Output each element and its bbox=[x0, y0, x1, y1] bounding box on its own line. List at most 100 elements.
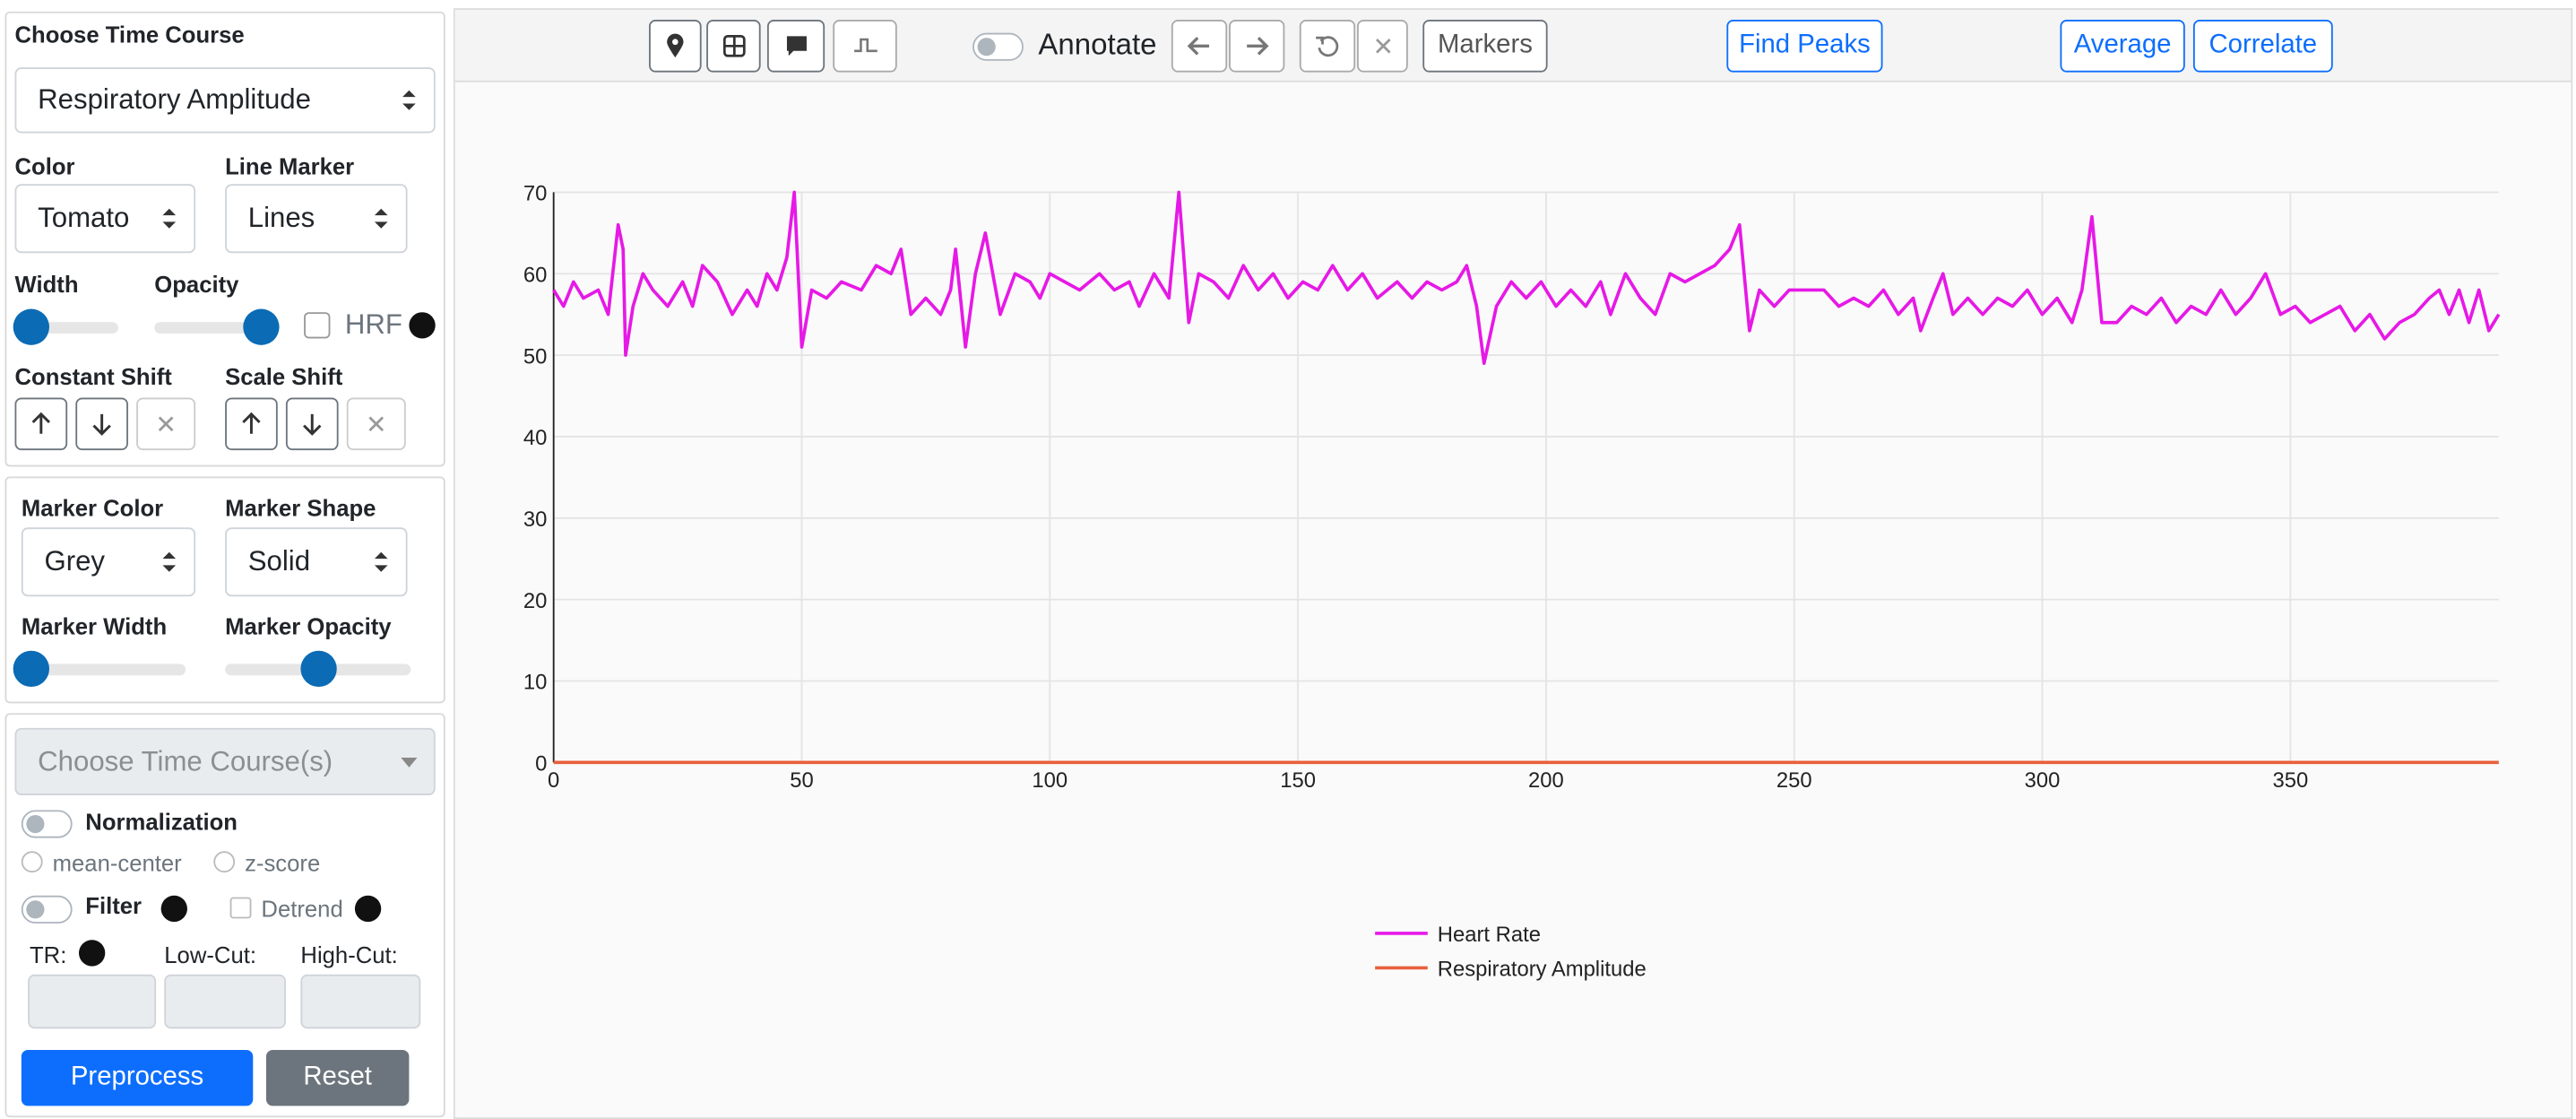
slider-knob[interactable] bbox=[243, 308, 280, 345]
label: TR: bbox=[29, 941, 67, 968]
reset-button[interactable]: Reset bbox=[265, 1050, 410, 1106]
icon bbox=[363, 411, 389, 437]
clear-button[interactable] bbox=[1356, 19, 1408, 73]
marker-shape-select[interactable]: Solid bbox=[225, 527, 408, 597]
radio[interactable] bbox=[213, 851, 236, 873]
shift-reset-button[interactable] bbox=[136, 397, 196, 451]
correlate-button[interactable]: Correlate bbox=[2192, 19, 2333, 73]
detrend-checkbox[interactable] bbox=[229, 897, 252, 919]
icon bbox=[721, 33, 747, 59]
scale-up-button[interactable] bbox=[225, 397, 278, 451]
label: Low-Cut: bbox=[164, 941, 256, 968]
label: High-Cut: bbox=[300, 941, 398, 968]
scale-reset-button[interactable] bbox=[346, 397, 406, 451]
slider-knob[interactable] bbox=[13, 650, 49, 688]
label: Detrend bbox=[261, 895, 343, 923]
caret bbox=[401, 89, 417, 112]
select-value: Grey bbox=[44, 545, 106, 577]
label: Width bbox=[14, 271, 79, 298]
label: Marker Color bbox=[21, 494, 164, 521]
x-tick-label: 0 bbox=[548, 768, 559, 793]
prev-button[interactable] bbox=[1171, 19, 1228, 73]
icon bbox=[28, 411, 54, 437]
scale-down-button[interactable] bbox=[285, 397, 339, 451]
icon bbox=[238, 411, 264, 437]
plot-background bbox=[553, 192, 2499, 763]
hrf-checkbox[interactable] bbox=[304, 312, 331, 339]
placeholder: Choose Time Course(s) bbox=[38, 745, 333, 776]
x-tick-label: 250 bbox=[1776, 768, 1812, 793]
y-tick-label: 20 bbox=[523, 589, 548, 613]
markers-button[interactable]: Markers bbox=[1422, 19, 1548, 73]
comment-button[interactable] bbox=[766, 19, 826, 73]
icon bbox=[89, 411, 115, 437]
y-tick-label: 70 bbox=[523, 182, 548, 206]
label: Line Marker bbox=[225, 152, 355, 179]
icon bbox=[1370, 33, 1396, 59]
y-tick-label: 50 bbox=[523, 344, 548, 369]
x-tick-label: 50 bbox=[790, 768, 814, 793]
select-value: Solid bbox=[247, 545, 311, 577]
info-icon[interactable] bbox=[78, 940, 106, 967]
shift-up-button[interactable] bbox=[14, 397, 68, 451]
color-select[interactable]: Tomato bbox=[14, 184, 196, 254]
average-button[interactable]: Average bbox=[2060, 19, 2185, 73]
label: Color bbox=[14, 152, 75, 179]
y-tick-label: 10 bbox=[523, 671, 548, 695]
label: Normalization bbox=[85, 808, 238, 835]
label: z-score bbox=[245, 849, 321, 876]
info-icon[interactable] bbox=[160, 895, 187, 923]
radio[interactable] bbox=[21, 851, 43, 873]
preprocess-button[interactable]: Preprocess bbox=[21, 1050, 254, 1106]
caret bbox=[161, 551, 177, 574]
label: mean-center bbox=[52, 849, 182, 876]
label: Marker Opacity bbox=[225, 612, 392, 639]
icon bbox=[1314, 33, 1340, 59]
marker-width-slider[interactable] bbox=[21, 664, 186, 676]
select-value: Lines bbox=[247, 202, 316, 234]
find-peaks-button[interactable]: Find Peaks bbox=[1726, 19, 1883, 73]
grid-button[interactable] bbox=[706, 19, 761, 73]
filter-toggle[interactable] bbox=[21, 895, 73, 924]
tr-input[interactable] bbox=[28, 974, 157, 1029]
x-tick-label: 200 bbox=[1528, 768, 1564, 793]
undo-button[interactable] bbox=[1299, 19, 1356, 73]
select-value: Respiratory Amplitude bbox=[38, 83, 311, 116]
slider-knob[interactable] bbox=[13, 308, 49, 345]
marker-color-select[interactable]: Grey bbox=[21, 527, 196, 597]
next-button[interactable] bbox=[1229, 19, 1285, 73]
x-tick-label: 100 bbox=[1032, 768, 1068, 793]
info-icon[interactable] bbox=[409, 312, 436, 339]
caret bbox=[373, 551, 389, 574]
caret bbox=[161, 207, 177, 230]
icon bbox=[782, 33, 808, 59]
shift-down-button[interactable] bbox=[75, 397, 128, 451]
high-cut-input[interactable] bbox=[300, 974, 421, 1029]
info-icon[interactable] bbox=[354, 895, 382, 923]
label: Filter bbox=[85, 892, 143, 919]
time-course-select[interactable]: Respiratory Amplitude bbox=[14, 67, 436, 134]
caret bbox=[401, 757, 417, 767]
annotate-toggle[interactable] bbox=[972, 32, 1024, 61]
multi-time-course-select[interactable]: Choose Time Course(s) bbox=[14, 727, 436, 795]
icon bbox=[1186, 33, 1212, 59]
line-marker-select[interactable]: Lines bbox=[225, 184, 408, 254]
label: Scale Shift bbox=[225, 363, 343, 390]
y-tick-label: 0 bbox=[535, 751, 547, 776]
y-tick-label: 60 bbox=[523, 263, 548, 287]
slider-knob[interactable] bbox=[300, 650, 337, 688]
icon bbox=[299, 411, 325, 437]
icon bbox=[1244, 33, 1270, 59]
step-button[interactable] bbox=[833, 19, 897, 73]
icon bbox=[662, 33, 688, 59]
icon bbox=[152, 411, 178, 437]
label: Opacity bbox=[154, 271, 239, 298]
pin-button[interactable] bbox=[648, 19, 702, 73]
low-cut-input[interactable] bbox=[164, 974, 286, 1029]
label: Annotate bbox=[1038, 28, 1157, 61]
normalization-toggle[interactable] bbox=[21, 810, 73, 838]
select-value: Tomato bbox=[38, 202, 130, 234]
y-tick-label: 30 bbox=[523, 507, 548, 532]
